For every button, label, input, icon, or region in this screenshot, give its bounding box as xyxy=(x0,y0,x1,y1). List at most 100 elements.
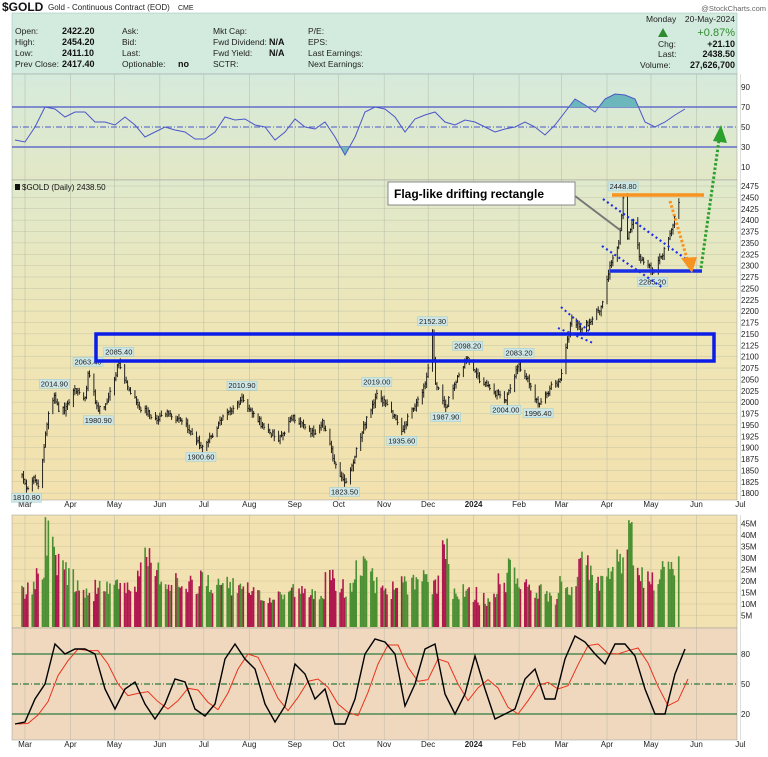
month-tick-label: Apr xyxy=(64,740,77,749)
volume-bar xyxy=(125,593,127,627)
volume-bar xyxy=(53,546,56,627)
volume-bar xyxy=(287,591,290,627)
price-tick-label: 1825 xyxy=(741,478,759,487)
volume-bar xyxy=(195,593,198,627)
volume-bar xyxy=(129,591,132,627)
volume-bar xyxy=(219,585,221,627)
price-label: 2004.00 xyxy=(492,405,519,414)
price-label: 1935.60 xyxy=(388,436,415,445)
volume-bar xyxy=(453,588,456,627)
volume-bar xyxy=(84,597,86,627)
volume-bar xyxy=(333,578,336,627)
projected-rise-arrow xyxy=(699,139,721,269)
volume-bar xyxy=(535,592,538,627)
volume-bar xyxy=(515,583,517,627)
volume-bar xyxy=(46,555,48,627)
volume-bar xyxy=(160,581,163,627)
volume-bar xyxy=(331,569,334,627)
volume-bar xyxy=(98,580,101,627)
volume-bar xyxy=(361,576,363,627)
volume-bar xyxy=(534,597,536,627)
volume-bar xyxy=(314,590,316,627)
volume-bar xyxy=(538,585,541,627)
volume-bar xyxy=(431,594,434,627)
volume-bar xyxy=(496,593,498,627)
next-earnings-label: Next Earnings: xyxy=(308,59,364,69)
volume-bar xyxy=(636,567,639,627)
price-label: 1823.50 xyxy=(331,487,358,496)
open-label: Open: xyxy=(15,26,38,36)
volume-bar xyxy=(85,588,88,627)
volume-bar xyxy=(268,597,271,627)
price-label: 1996.40 xyxy=(525,409,552,418)
volume-bar xyxy=(107,593,110,627)
volume-bar xyxy=(355,560,358,627)
rsi-line xyxy=(14,93,686,157)
volume-bar xyxy=(588,579,591,627)
volume-bar xyxy=(518,587,520,627)
volume-bar xyxy=(487,598,489,627)
price-tick-label: 2100 xyxy=(741,353,759,362)
volume-bar xyxy=(433,580,435,627)
volume-bar xyxy=(216,584,218,627)
volume-bar xyxy=(411,577,413,627)
volume-bar xyxy=(436,593,438,627)
price-label-box xyxy=(430,412,461,422)
month-tick-label: May xyxy=(643,740,658,749)
volume-bar xyxy=(35,568,38,627)
volume-bar xyxy=(186,592,189,627)
chg-value: +21.10 xyxy=(707,39,735,49)
price-tick-label: 2225 xyxy=(741,296,759,305)
volume-bar xyxy=(273,599,275,627)
volume-bar xyxy=(529,590,532,627)
volume-bar xyxy=(308,597,311,627)
volume-bar xyxy=(114,580,117,627)
month-tick-label: 2024 xyxy=(465,500,483,509)
volume-bar xyxy=(647,571,649,627)
prev-close-label: Prev Close: xyxy=(15,59,59,69)
volume-bar xyxy=(670,561,673,627)
ask-label: Ask: xyxy=(122,26,139,36)
volume-bar xyxy=(497,573,500,627)
price-tick-label: 2400 xyxy=(741,216,759,225)
price-tick-label: 1925 xyxy=(741,432,759,441)
volume-bar xyxy=(22,587,25,627)
stochastic-k-line xyxy=(14,634,686,725)
volume-bar xyxy=(373,580,375,627)
volume-bar xyxy=(232,578,234,627)
price-tick-label: 2125 xyxy=(741,341,759,350)
volume-bar xyxy=(477,602,479,627)
volume-bar xyxy=(312,599,315,627)
volume-bar xyxy=(340,588,343,627)
month-tick-label: Dec xyxy=(421,500,435,509)
volume-tick-label: 20M xyxy=(741,577,757,586)
volume-bar xyxy=(271,599,274,627)
volume-bar xyxy=(405,581,407,627)
volume-bar xyxy=(34,589,36,627)
volume-bar xyxy=(197,593,199,627)
volume-bar xyxy=(78,590,80,627)
month-tick-label: Mar xyxy=(555,500,569,509)
month-tick-label: Jul xyxy=(199,500,209,509)
volume-bar xyxy=(229,581,231,627)
volume-bar xyxy=(579,558,582,627)
volume-bar xyxy=(581,551,583,627)
volume-bar xyxy=(170,584,173,627)
volume-bar xyxy=(283,594,286,627)
volume-bar xyxy=(488,601,491,627)
volume-bar xyxy=(318,599,321,627)
price-tick-label: 2025 xyxy=(741,387,759,396)
up-arrow-icon xyxy=(658,28,668,37)
month-tick-label: Jun xyxy=(153,500,166,509)
rise-arrowhead-icon xyxy=(713,125,727,143)
month-tick-label: Jun xyxy=(690,500,703,509)
volume-bar xyxy=(648,581,651,627)
price-tick-label: 2250 xyxy=(741,284,759,293)
month-tick-label: Aug xyxy=(242,740,256,749)
volume-bar xyxy=(119,582,121,627)
volume-bar xyxy=(238,585,240,627)
month-tick-label: Jun xyxy=(153,740,166,749)
volume-bar xyxy=(554,604,557,627)
volume-bar xyxy=(43,577,45,627)
volume-bar xyxy=(632,565,635,627)
